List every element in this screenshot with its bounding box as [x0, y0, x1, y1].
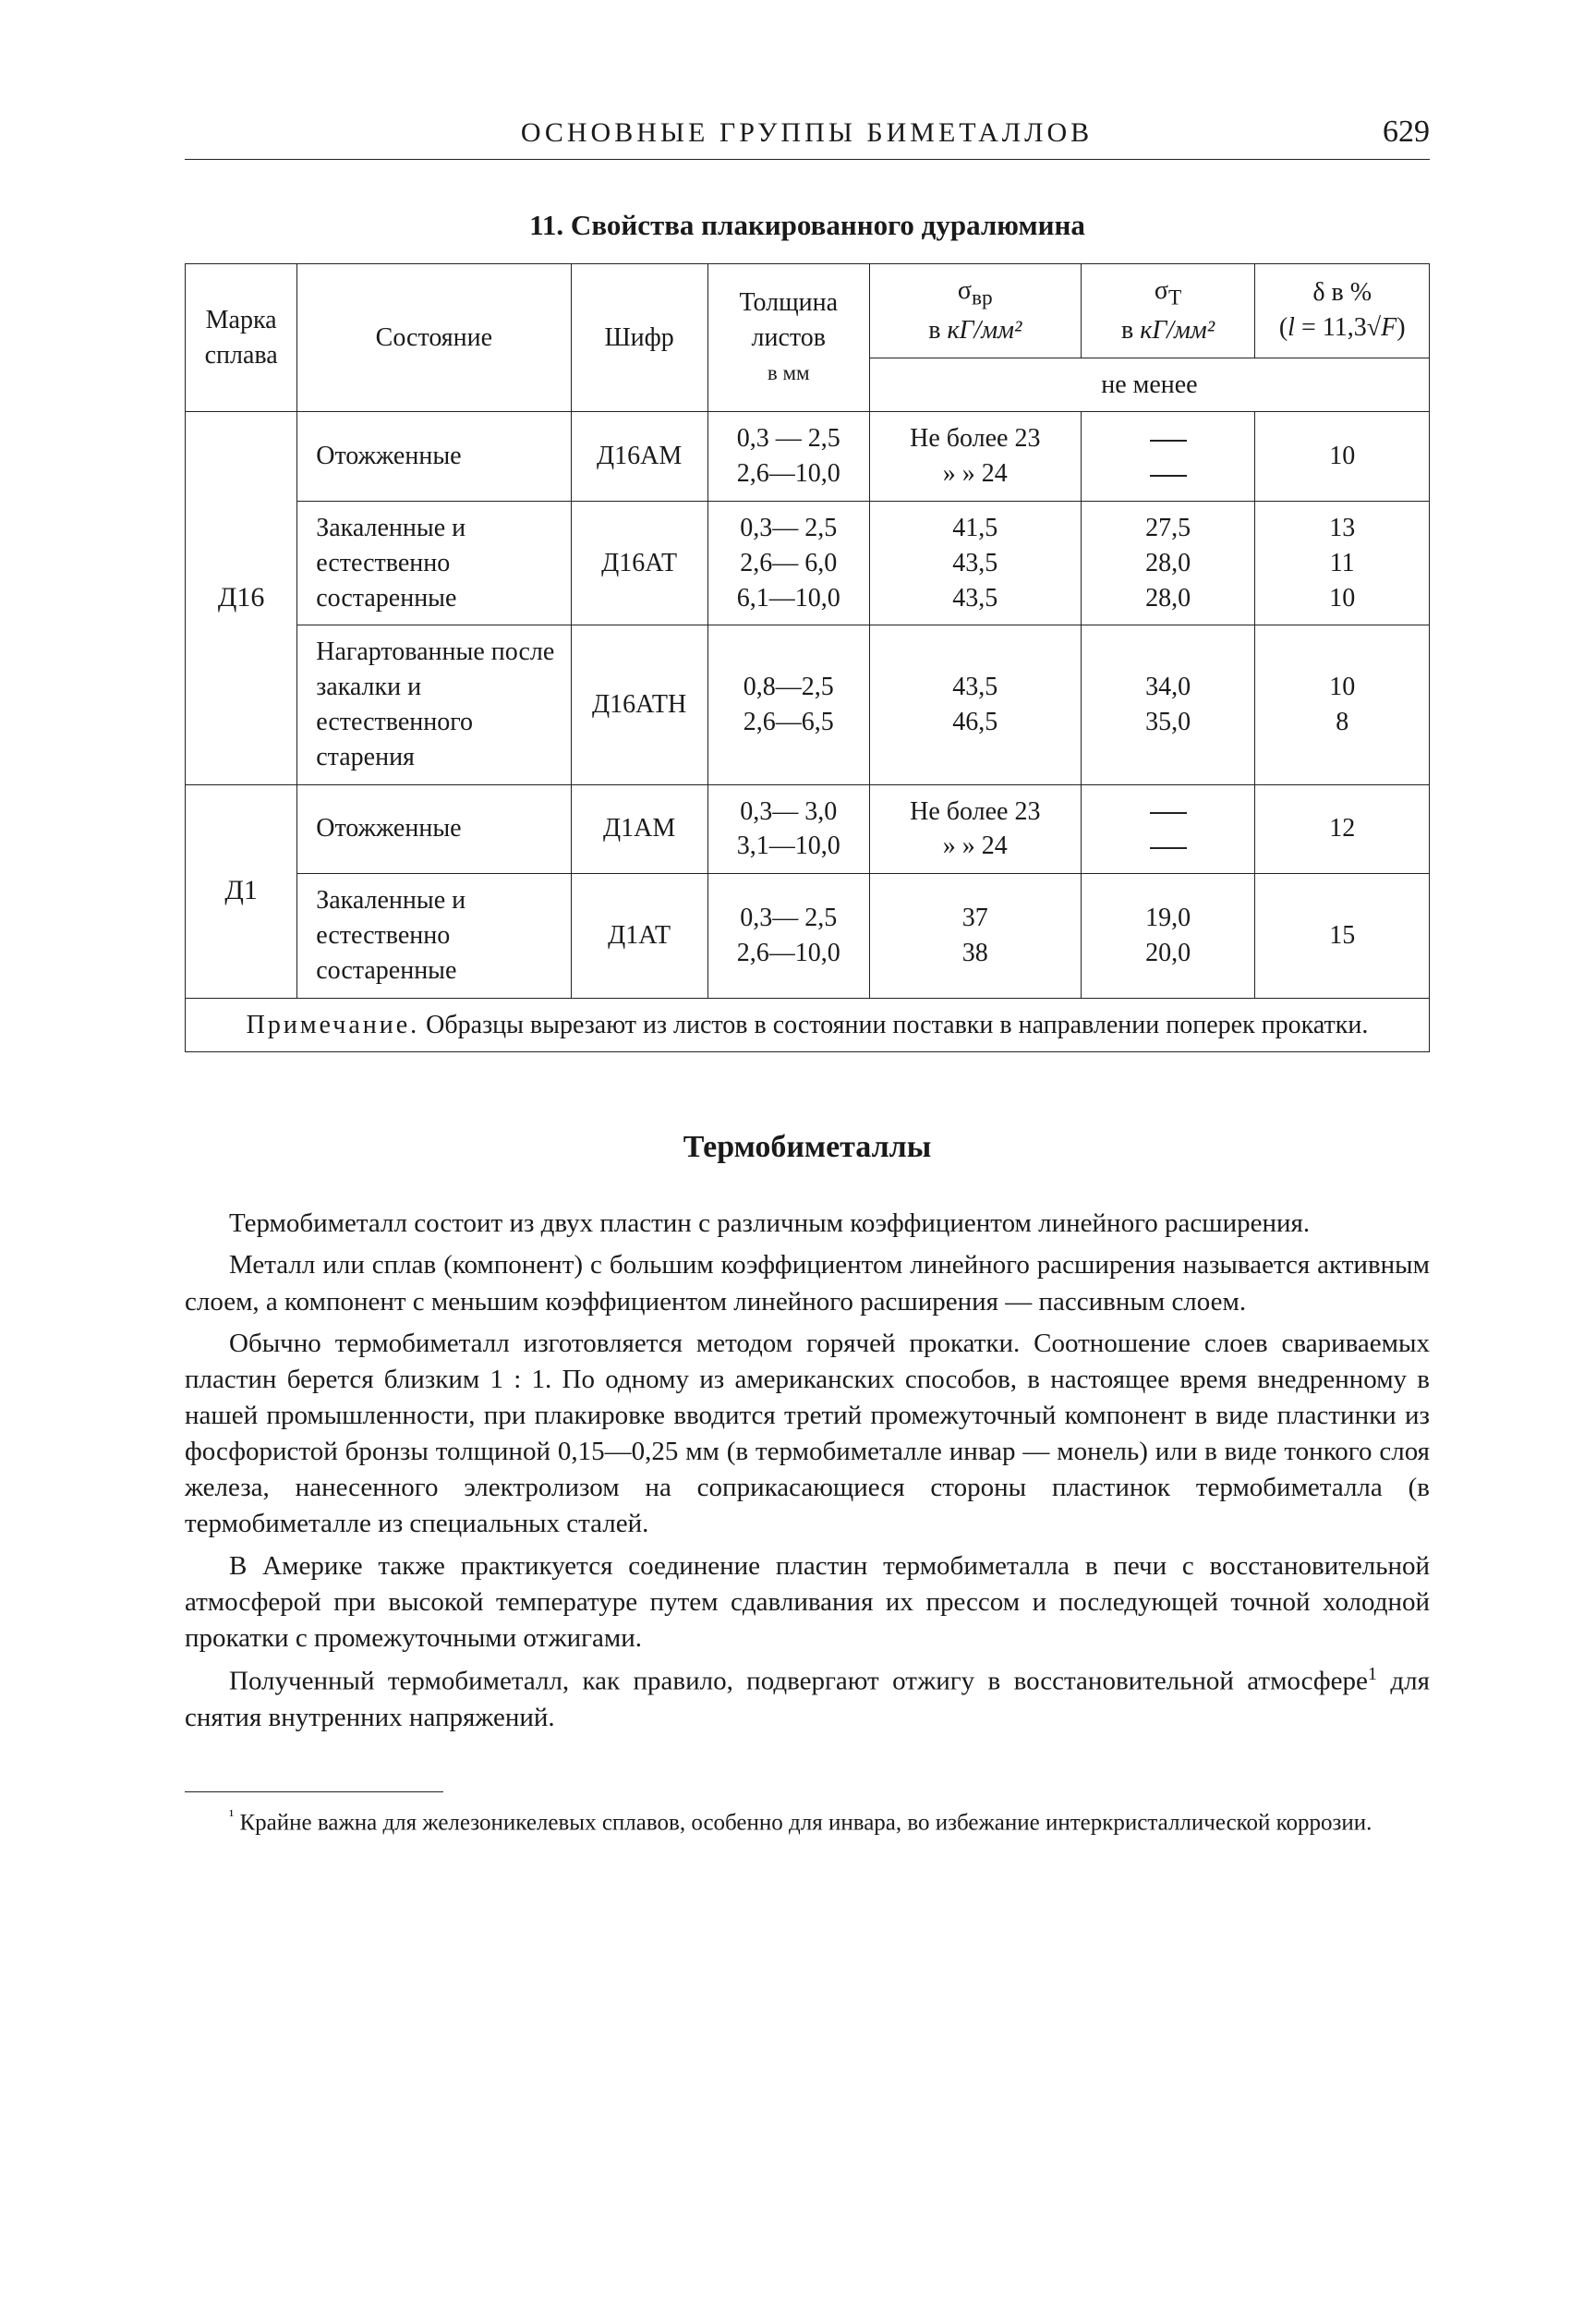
thickness-l3: в мм: [768, 361, 810, 384]
paragraph: Металл или сплав (компонент) с большим к…: [185, 1247, 1430, 1319]
table-row: Нагартованные после закалки и естественн…: [186, 625, 1430, 784]
cell-thickness: 0,3— 3,03,1—10,0: [707, 784, 869, 874]
cell-sigma_vr: Не более 23» » 24: [869, 784, 1081, 874]
cell-delta: 10: [1255, 412, 1430, 502]
cell-thickness: 0,3— 2,52,6— 6,06,1—10,0: [707, 502, 869, 625]
cell-delta: 108: [1255, 625, 1430, 784]
col-code: Шифр: [571, 263, 707, 412]
section-title: Термобиметаллы: [185, 1126, 1430, 1169]
table-row: Д16ОтожженныеД16АМ0,3 — 2,52,6—10,0Не бо…: [186, 412, 1430, 502]
cell-sigma_t: 34,035,0: [1081, 625, 1255, 784]
cell-thickness: 0,3— 2,52,6—10,0: [707, 874, 869, 998]
cell-sigma_vr: 41,543,543,5: [869, 502, 1081, 625]
table-note: Примечание. Образцы вырезают из листов в…: [186, 998, 1430, 1052]
cell-sigma_t: [1081, 412, 1255, 502]
footnote-marker: ¹: [229, 1806, 234, 1825]
cell-sigma_vr: 3738: [869, 874, 1081, 998]
cell-thickness: 0,3 — 2,52,6—10,0: [707, 412, 869, 502]
cell-code: Д16АТН: [571, 625, 707, 784]
cell-code: Д1АМ: [571, 784, 707, 874]
thickness-l2: листов: [752, 323, 826, 352]
cell-state: Нагартованные после закалки и естественн…: [297, 625, 571, 784]
cell-code: Д16АМ: [571, 412, 707, 502]
cell-sigma_t: 27,528,028,0: [1081, 502, 1255, 625]
col-not-less: не менее: [869, 358, 1429, 412]
paragraph: Обычно термобиметалл изготовляется метод…: [185, 1326, 1430, 1543]
cell-state: Отожженные: [297, 784, 571, 874]
cell-state: Закаленные и естественно состаренные: [297, 874, 571, 998]
cell-delta: 15: [1255, 874, 1430, 998]
cell-state: Закаленные и естественно состаренные: [297, 502, 571, 625]
cell-sigma_t: 19,020,0: [1081, 874, 1255, 998]
paragraph: В Америке также практикуется соединение …: [185, 1548, 1430, 1657]
cell-delta: 12: [1255, 784, 1430, 874]
col-alloy: Марка сплава: [186, 263, 297, 412]
cell-delta: 131110: [1255, 502, 1430, 625]
table-row: Д1ОтожженныеД1АМ0,3— 3,03,1—10,0Не более…: [186, 784, 1430, 874]
col-delta: δ в %(l = 11,3√F): [1255, 263, 1430, 358]
cell-sigma_vr: 43,546,5: [869, 625, 1081, 784]
table-head: Марка сплава Состояние Шифр Толщина лист…: [186, 263, 1430, 412]
footnote-rule: [185, 1791, 443, 1792]
thickness-l1: Толщина: [739, 288, 838, 317]
body-text: Термобиметалл состоит из двух пластин с …: [185, 1206, 1430, 1736]
cell-code: Д16АТ: [571, 502, 707, 625]
page: ОСНОВНЫЕ ГРУППЫ БИМЕТАЛЛОВ 629 11. Свойс…: [0, 0, 1596, 2306]
page-number: 629: [1355, 111, 1430, 153]
table-caption: 11. Свойства плакированного дуралюмина: [185, 206, 1430, 245]
table-body: Д16ОтожженныеД16АМ0,3 — 2,52,6—10,0Не бо…: [186, 412, 1430, 1052]
table-note-row: Примечание. Образцы вырезают из листов в…: [186, 998, 1430, 1052]
properties-table: Марка сплава Состояние Шифр Толщина лист…: [185, 263, 1430, 1053]
cell-thickness: 0,8—2,52,6—6,5: [707, 625, 869, 784]
col-sigma-t: σTв кГ/мм²: [1081, 263, 1255, 358]
footnote: ¹ Крайне важна для железоникелевых сплав…: [185, 1805, 1430, 1839]
cell-sigma_vr: Не более 23» » 24: [869, 412, 1081, 502]
cell-state: Отожженные: [297, 412, 571, 502]
cell-code: Д1АТ: [571, 874, 707, 998]
footnote-text: Крайне важна для железоникелевых сплавов…: [240, 1810, 1372, 1835]
cell-alloy: Д16: [186, 412, 297, 784]
col-thickness: Толщина листов в мм: [707, 263, 869, 412]
running-head: ОСНОВНЫЕ ГРУППЫ БИМЕТАЛЛОВ 629: [185, 111, 1430, 160]
cell-sigma_t: [1081, 784, 1255, 874]
running-title: ОСНОВНЫЕ ГРУППЫ БИМЕТАЛЛОВ: [259, 115, 1355, 152]
col-sigma-vr: σврв кГ/мм²: [869, 263, 1081, 358]
cell-alloy: Д1: [186, 784, 297, 998]
col-state: Состояние: [297, 263, 571, 412]
table-row: Закаленные и естественно состаренныеД16А…: [186, 502, 1430, 625]
paragraph: Термобиметалл состоит из двух пластин с …: [185, 1206, 1430, 1242]
table-row: Закаленные и естественно состаренныеД1АТ…: [186, 874, 1430, 998]
paragraph: Полученный термобиметалл, как правило, п…: [185, 1662, 1430, 1736]
